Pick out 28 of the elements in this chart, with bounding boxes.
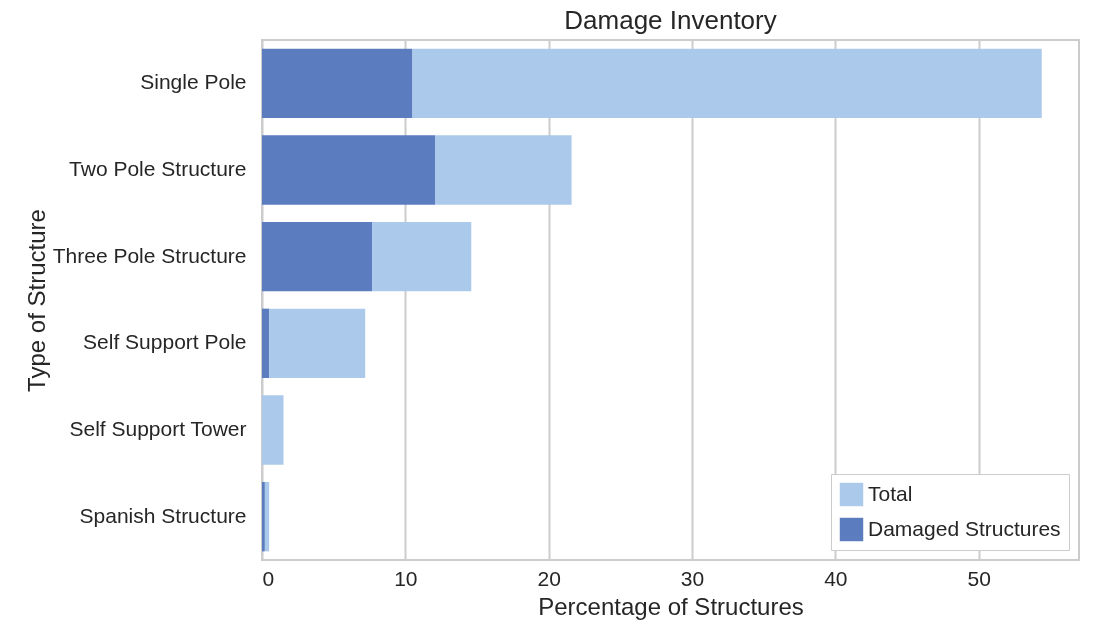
y-tick-label: Self Support Tower	[69, 417, 247, 440]
bar	[262, 395, 284, 465]
bar	[262, 135, 436, 205]
bar	[262, 48, 413, 118]
x-axis-title: Percentage of Structures	[538, 592, 804, 620]
x-tick-label: 20	[537, 566, 561, 590]
bar	[262, 222, 373, 292]
x-tick-label: 10	[394, 566, 418, 590]
bar	[435, 135, 572, 205]
bar	[269, 308, 366, 378]
legend-label: Damaged Structures	[868, 516, 1061, 540]
y-tick-label: Two Pole Structure	[69, 157, 247, 180]
bar	[262, 308, 270, 378]
y-tick-label: Self Support Pole	[83, 330, 247, 354]
bar	[412, 48, 1042, 118]
y-tick-label: Single Pole	[140, 70, 247, 94]
y-axis-title: Type of Structure	[22, 209, 50, 392]
x-tick-label: 50	[967, 566, 991, 590]
x-tick-label: 40	[824, 566, 848, 590]
bar	[264, 482, 270, 552]
bar	[372, 222, 472, 292]
y-tick-label: Spanish Structure	[79, 503, 247, 527]
x-tick-label: 30	[680, 566, 705, 590]
y-tick-label: Three Pole Structure	[52, 243, 247, 267]
legend-label: Total	[868, 481, 913, 505]
chart-title: Damage Inventory	[564, 5, 777, 35]
bar	[262, 482, 265, 552]
x-tick-label: 0	[262, 566, 275, 590]
